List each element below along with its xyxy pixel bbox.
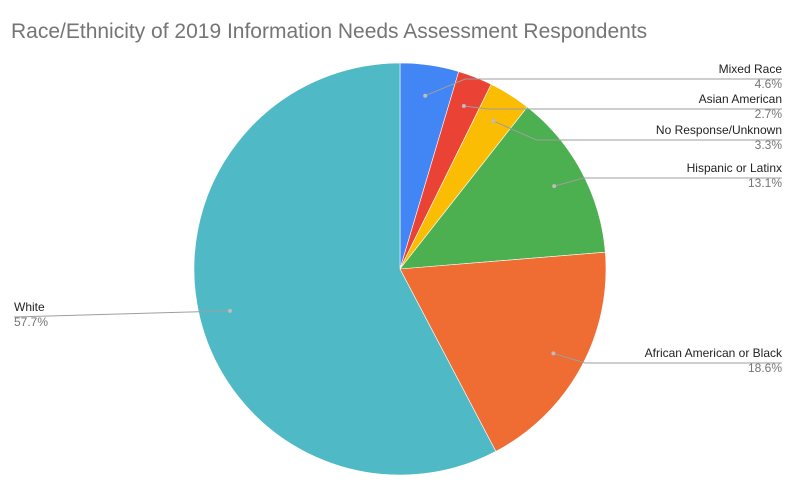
- slice-label-mixed-race: Mixed Race: [719, 62, 783, 76]
- slice-white: [193, 62, 497, 476]
- slice-value-white: 57.7%: [14, 315, 48, 329]
- slice-value-asian-american: 2.7%: [755, 107, 783, 121]
- leader-lines: [13, 78, 782, 364]
- slice-label-african-american-or-black: African American or Black: [645, 346, 783, 360]
- slice-value-hispanic-or-latinx: 13.1%: [748, 176, 782, 190]
- leader-dot-asian-american: [461, 104, 466, 108]
- slice-label-no-response-unknown: No Response/Unknown: [656, 123, 782, 137]
- leader-line-hispanic-or-latinx: [554, 177, 782, 187]
- slice-value-mixed-race: 4.6%: [755, 77, 783, 91]
- slice-label-hispanic-or-latinx: Hispanic or Latinx: [687, 161, 782, 175]
- leader-dot-hispanic-or-latinx: [552, 184, 557, 189]
- chart-title: Race/Ethnicity of 2019 Information Needs…: [11, 20, 648, 43]
- leader-line-white: [13, 310, 231, 318]
- leader-dot-white: [228, 308, 232, 313]
- leader-line-african-american-or-black: [553, 352, 782, 364]
- slice-label-white: White: [14, 300, 45, 314]
- leader-dot-mixed-race: [423, 93, 428, 98]
- slice-african-american-or-black: [399, 251, 607, 452]
- slice-hispanic-or-latinx: [399, 106, 606, 270]
- leader-dot-african-american-or-black: [551, 351, 556, 356]
- slice-value-no-response-unknown: 3.3%: [755, 138, 783, 152]
- pie-slices: [193, 62, 607, 476]
- leader-line-asian-american: [463, 105, 782, 110]
- slice-label-asian-american: Asian American: [699, 92, 782, 106]
- leader-line-mixed-race: [425, 78, 782, 97]
- slice-value-african-american-or-black: 18.6%: [748, 361, 782, 375]
- leader-line-no-response-unknown: [493, 120, 782, 141]
- leader-dot-no-response-unknown: [491, 118, 496, 123]
